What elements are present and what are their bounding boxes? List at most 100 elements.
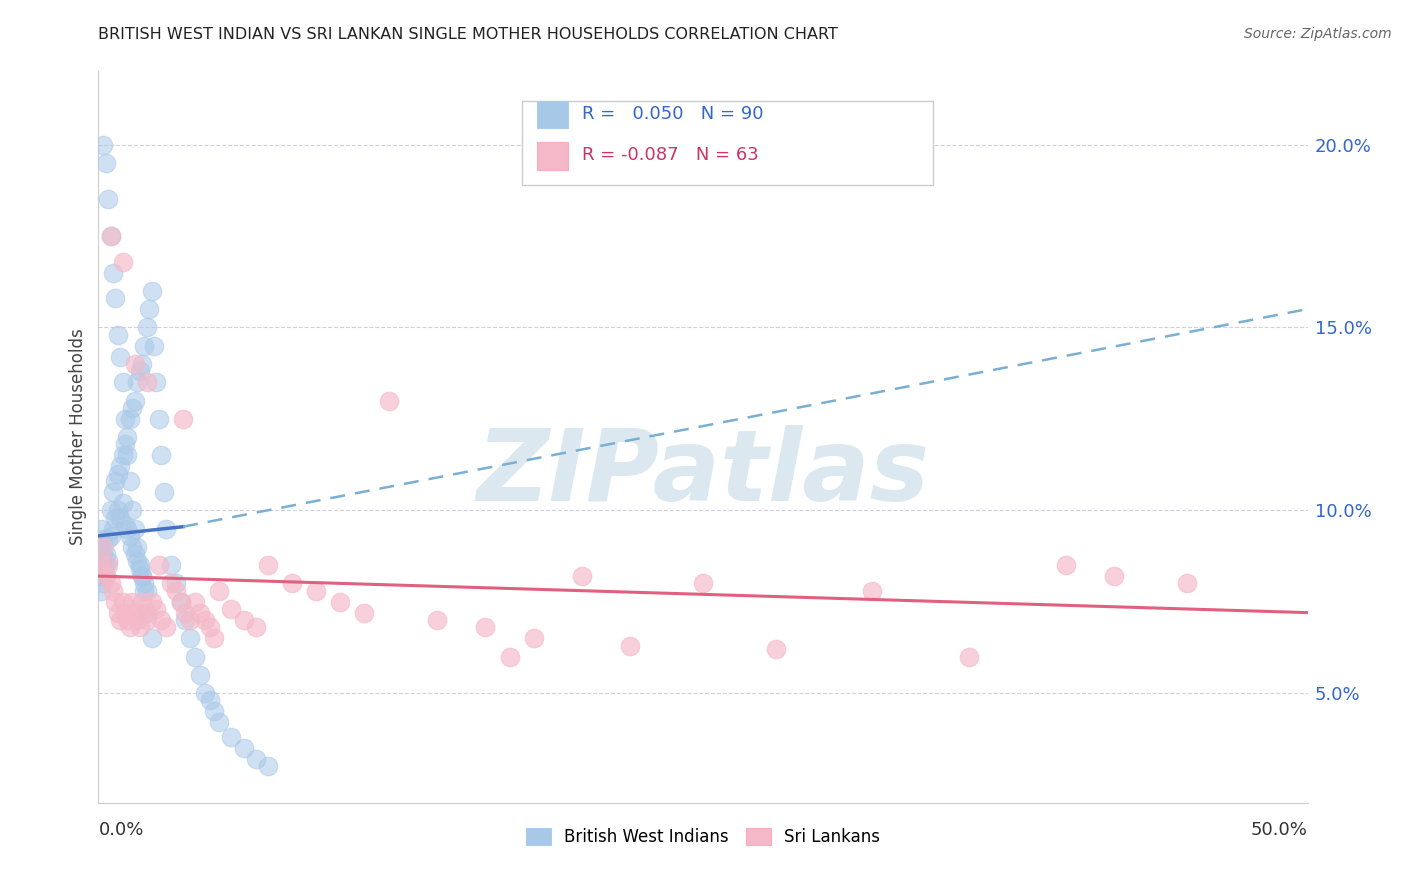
Point xyxy=(131,594,153,608)
Point xyxy=(101,583,124,598)
Point xyxy=(141,594,163,608)
Point xyxy=(104,291,127,305)
Point xyxy=(97,533,120,547)
Point xyxy=(100,503,122,517)
Point xyxy=(101,485,124,500)
Point xyxy=(117,430,139,444)
Point xyxy=(184,594,207,608)
Point xyxy=(169,594,191,608)
Point xyxy=(111,375,134,389)
Point xyxy=(134,583,156,598)
Point xyxy=(245,752,267,766)
Point xyxy=(111,594,134,608)
Point xyxy=(188,667,211,681)
Point xyxy=(118,529,141,543)
Point xyxy=(281,576,304,591)
Point xyxy=(91,533,114,547)
Point xyxy=(134,339,156,353)
Point xyxy=(127,375,149,389)
Point xyxy=(114,606,136,620)
Point xyxy=(160,558,183,573)
Point xyxy=(692,576,714,591)
Point xyxy=(232,740,254,755)
Point xyxy=(97,554,120,568)
Point xyxy=(100,229,122,244)
Point xyxy=(194,613,217,627)
Point xyxy=(94,558,117,573)
Point xyxy=(498,649,520,664)
Point xyxy=(179,613,201,627)
Point xyxy=(150,448,173,462)
Point xyxy=(571,569,593,583)
Text: R = -0.087   N = 63: R = -0.087 N = 63 xyxy=(582,146,759,164)
Point xyxy=(111,448,134,462)
Point xyxy=(145,602,167,616)
Point xyxy=(124,393,146,408)
Point xyxy=(108,510,131,524)
Point xyxy=(107,327,129,342)
Point xyxy=(104,510,127,524)
Point xyxy=(256,759,278,773)
Point xyxy=(91,137,114,152)
Point xyxy=(150,613,173,627)
Text: 0.0%: 0.0% xyxy=(98,821,143,839)
Text: ZIPatlas: ZIPatlas xyxy=(477,425,929,522)
Point xyxy=(138,302,160,317)
Point xyxy=(90,540,112,554)
Point xyxy=(188,606,211,620)
Point xyxy=(97,558,120,573)
Point xyxy=(128,620,150,634)
Point xyxy=(141,632,163,646)
Point xyxy=(127,540,149,554)
Point xyxy=(474,620,496,634)
Point xyxy=(765,642,787,657)
Point xyxy=(134,606,156,620)
Point xyxy=(128,364,150,378)
Point xyxy=(90,547,112,561)
Point xyxy=(121,401,143,415)
Point xyxy=(426,613,449,627)
Text: Source: ZipAtlas.com: Source: ZipAtlas.com xyxy=(1244,27,1392,41)
Point xyxy=(107,503,129,517)
Point xyxy=(256,558,278,573)
Point xyxy=(1175,576,1198,591)
Point xyxy=(174,606,197,620)
Point xyxy=(204,705,226,719)
Point xyxy=(221,602,243,616)
Point xyxy=(124,357,146,371)
Point xyxy=(101,266,124,280)
Point xyxy=(90,583,112,598)
Point xyxy=(860,583,883,598)
Legend: British West Indians, Sri Lankans: British West Indians, Sri Lankans xyxy=(519,822,887,853)
Point xyxy=(131,357,153,371)
Point xyxy=(118,474,141,488)
Point xyxy=(1054,558,1077,573)
Point xyxy=(174,613,197,627)
Point xyxy=(108,613,131,627)
Point xyxy=(155,620,177,634)
Point xyxy=(114,437,136,451)
Point xyxy=(208,583,231,598)
Point xyxy=(143,339,166,353)
Point xyxy=(94,547,117,561)
Point xyxy=(91,547,114,561)
Point xyxy=(90,569,112,583)
Point xyxy=(118,620,141,634)
Point xyxy=(221,730,243,744)
Point xyxy=(245,620,267,634)
Point xyxy=(131,569,153,583)
Point xyxy=(957,649,980,664)
FancyBboxPatch shape xyxy=(522,101,932,185)
Point xyxy=(107,467,129,481)
Point xyxy=(91,576,114,591)
Point xyxy=(198,620,221,634)
Point xyxy=(141,284,163,298)
Point xyxy=(160,576,183,591)
Point xyxy=(101,521,124,535)
Point xyxy=(100,576,122,591)
Point xyxy=(329,594,352,608)
Point xyxy=(165,583,187,598)
Point xyxy=(114,517,136,532)
Point xyxy=(100,229,122,244)
Point xyxy=(90,521,112,535)
